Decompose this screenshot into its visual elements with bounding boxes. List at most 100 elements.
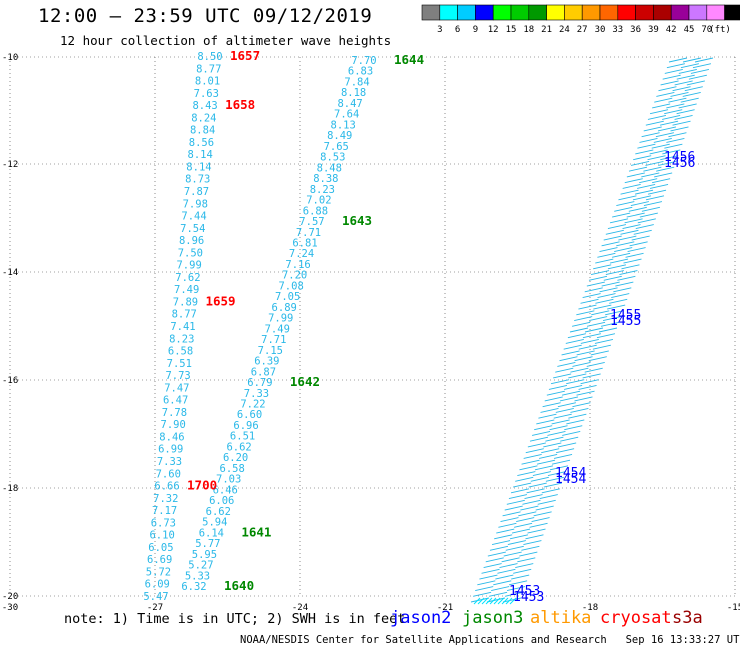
- jason2-mark: [507, 540, 526, 545]
- jason2-mark: [641, 132, 660, 138]
- jason2-mark: [622, 183, 641, 189]
- jason2-mark: [625, 252, 644, 258]
- wave-height-label: 7.64: [334, 109, 359, 121]
- lon-label: -24: [292, 603, 308, 613]
- legend-tick: 42: [666, 25, 677, 35]
- jason2-mark: [564, 385, 583, 390]
- jason2-mark: [655, 132, 674, 138]
- jason2-mark: [508, 494, 528, 500]
- wave-height-label: 8.47: [337, 98, 362, 110]
- wave-height-label: 6.81: [292, 237, 317, 249]
- legend-tick: 33: [612, 25, 623, 35]
- jason2-mark: [518, 511, 537, 517]
- jason2-mark: [676, 109, 695, 115]
- legend-tick: 15: [506, 25, 517, 35]
- jason2-mark: [645, 160, 664, 166]
- wave-height-label: 6.89: [272, 302, 297, 314]
- jason2-mark: [534, 465, 554, 471]
- jason2-mark: [528, 482, 547, 488]
- wave-height-label: 7.03: [216, 474, 241, 486]
- jason2-mark: [491, 586, 510, 591]
- legend-swatch: [653, 4, 672, 21]
- jason2-mark: [630, 160, 650, 166]
- legend-swatch: [581, 4, 601, 21]
- jason2-mark: [670, 126, 689, 132]
- jason2-mark: [511, 574, 530, 580]
- jason2-mark: [622, 224, 641, 230]
- jason2-mark: [651, 143, 670, 149]
- jason2-mark: [672, 86, 691, 92]
- jason2-mark: [684, 86, 703, 92]
- jason2-mark: [529, 436, 549, 442]
- jason2-mark: [574, 316, 593, 321]
- jason2-mark: [694, 57, 714, 63]
- footnote: note: 1) Time is in UTC; 2) SWH is in fe…: [64, 611, 406, 627]
- legend-swatch: [724, 4, 740, 21]
- jason2-mark: [529, 522, 548, 528]
- jason2-mark: [633, 155, 652, 161]
- jason2-mark: [592, 344, 611, 350]
- jason2-mark: [568, 413, 587, 419]
- jason2-mark: [658, 160, 677, 166]
- legend-tick: 36: [630, 25, 641, 35]
- jason2-mark: [509, 580, 528, 586]
- jason2-mark: [572, 321, 591, 327]
- map-title: 12:00 – 23:59 UTC 09/12/2019: [38, 5, 373, 27]
- wave-height-label: 7.63: [194, 88, 219, 100]
- jason2-tick: [485, 597, 493, 605]
- jason2-mark: [524, 494, 543, 500]
- jason2-mark: [656, 166, 675, 172]
- jason2-tick: [497, 597, 505, 605]
- satellite-jason2: jason2: [390, 608, 452, 628]
- jason2-mark: [525, 448, 544, 454]
- wave-height-label: 7.47: [164, 382, 189, 394]
- jason2-mark: [564, 425, 583, 431]
- jason2-mark: [541, 488, 560, 494]
- jason2-mark: [635, 149, 654, 155]
- jason2-mark: [660, 80, 679, 86]
- jason2-mark: [551, 419, 570, 425]
- jason2-mark: [662, 149, 681, 155]
- jason2-time-label: 1454: [555, 466, 586, 481]
- jason2-mark: [531, 430, 551, 436]
- jason2-mark: [560, 436, 579, 442]
- legend-unit: (ft): [709, 25, 731, 35]
- wave-height-label: 7.84: [344, 76, 369, 88]
- jason2-mark: [649, 149, 668, 155]
- wave-height-label: 7.57: [299, 216, 324, 228]
- jason2-mark: [556, 448, 575, 454]
- jason2-mark: [536, 419, 555, 425]
- jason2-tick: [509, 597, 517, 605]
- wave-height-label: 6.14: [199, 527, 224, 539]
- color-legend: 3 6 9 12 15 18 21 24 27 30 33 36 39 42 45 70(ft): [421, 4, 740, 35]
- wave-height-label: 5.47: [143, 591, 168, 603]
- jason2-mark: [540, 407, 559, 413]
- pass-time-label: 1658: [225, 97, 255, 112]
- wave-height-label: 8.48: [317, 162, 342, 174]
- jason2-mark: [591, 310, 610, 316]
- jason2-mark: [485, 557, 504, 563]
- jason2-mark: [631, 235, 650, 241]
- wave-height-label: 6.46: [213, 484, 238, 496]
- jason2-mark: [641, 206, 660, 212]
- wave-height-label: 8.43: [192, 100, 217, 112]
- jason2-mark: [477, 580, 496, 586]
- jason2-mark: [603, 235, 622, 241]
- wave-height-label: 7.51: [167, 358, 192, 370]
- jason2-mark: [664, 109, 683, 115]
- wave-height-label: 6.51: [230, 431, 255, 443]
- legend-tick: 6: [455, 25, 460, 35]
- jason2-tick: [477, 597, 485, 605]
- jason2-mark: [493, 580, 512, 586]
- jason2-mark: [543, 442, 562, 448]
- jason2-mark: [680, 97, 699, 103]
- wave-height-label: 7.41: [170, 321, 195, 333]
- wave-height-label: 5.77: [195, 538, 220, 550]
- wave-height-label: 8.23: [310, 184, 335, 196]
- legend-tick: 30: [595, 25, 606, 35]
- jason2-mark: [557, 362, 576, 367]
- jason2-mark: [499, 563, 518, 568]
- jason2-mark: [533, 511, 552, 517]
- jason2-mark: [584, 327, 604, 333]
- jason2-mark: [502, 511, 521, 517]
